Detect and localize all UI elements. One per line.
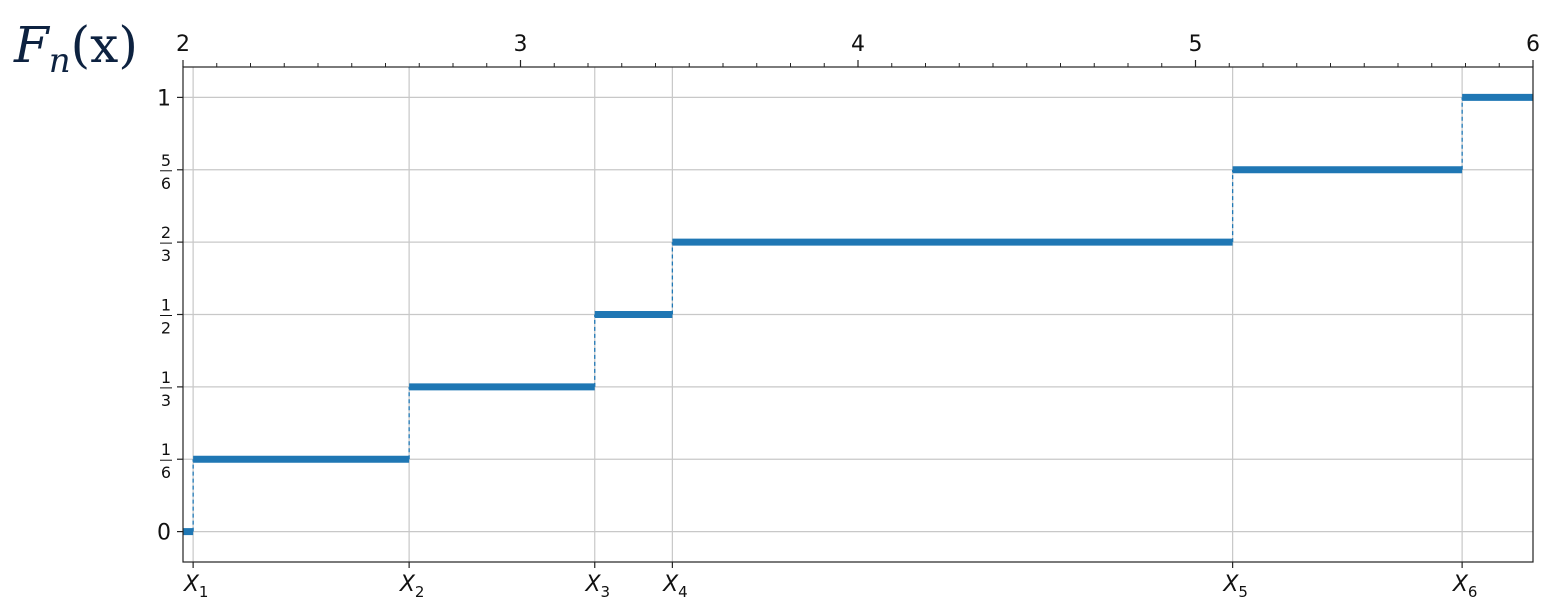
y-axis-title-sub: n [49, 41, 71, 81]
y-tick-numerator: 5 [161, 151, 171, 170]
sample-point-label: X2 [399, 572, 425, 601]
top-tick-label: 6 [1526, 32, 1540, 57]
y-tick-fraction: 56 [160, 151, 172, 193]
y-axis-title: Fn(x) [13, 16, 138, 81]
y-tick-denominator: 3 [161, 246, 171, 265]
y-tick-label: 1 [157, 86, 171, 111]
top-tick-label: 3 [514, 32, 528, 57]
sample-point-label: X6 [1452, 572, 1478, 601]
sample-point-label: X4 [662, 572, 688, 601]
y-tick-fraction: 23 [160, 223, 172, 265]
grid-lines [183, 67, 1533, 562]
y-tick-fraction: 12 [160, 296, 172, 338]
y-tick-denominator: 6 [161, 174, 171, 193]
sample-point-label: X1 [183, 572, 209, 601]
top-tick-label: 4 [851, 32, 865, 57]
y-tick-denominator: 6 [161, 463, 171, 482]
y-tick-denominator: 2 [161, 319, 171, 338]
step-series [183, 93, 1533, 536]
sample-point-label: X3 [584, 572, 610, 601]
y-axis-title-arg: (x) [71, 16, 138, 74]
sample-point-label: X5 [1222, 572, 1248, 601]
plot-frame [182, 66, 1534, 563]
y-tick-fraction: 13 [160, 368, 172, 410]
y-tick-numerator: 1 [161, 440, 171, 459]
y-tick-numerator: 1 [161, 368, 171, 387]
top-tick-label: 5 [1189, 32, 1203, 57]
y-tick-denominator: 3 [161, 391, 171, 410]
tick-marks [177, 60, 1534, 568]
top-tick-label: 2 [176, 32, 190, 57]
y-tick-label: 0 [157, 521, 171, 546]
y-tick-fraction: 16 [160, 440, 172, 482]
y-tick-numerator: 1 [161, 296, 171, 315]
y-tick-numerator: 2 [161, 223, 171, 242]
y-axis-title-main: F [13, 16, 51, 74]
